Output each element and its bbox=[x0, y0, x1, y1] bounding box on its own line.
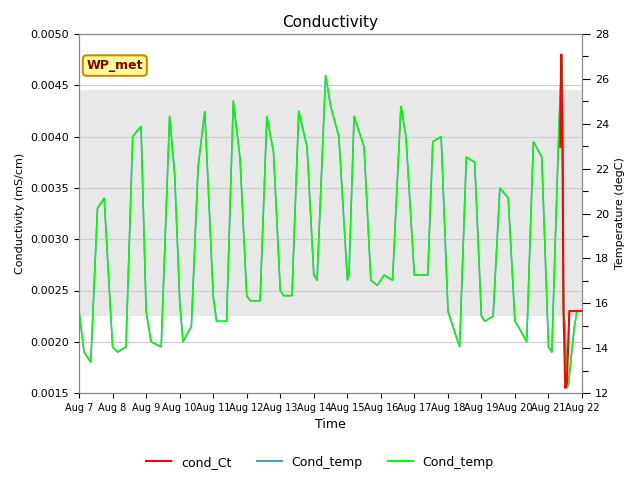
Y-axis label: Conductivity (mS/cm): Conductivity (mS/cm) bbox=[15, 153, 25, 274]
Title: Conductivity: Conductivity bbox=[282, 15, 378, 30]
Legend: cond_Ct, Cond_temp, Cond_temp: cond_Ct, Cond_temp, Cond_temp bbox=[141, 451, 499, 474]
Y-axis label: Temperature (degC): Temperature (degC) bbox=[615, 157, 625, 269]
Text: WP_met: WP_met bbox=[86, 59, 143, 72]
X-axis label: Time: Time bbox=[315, 419, 346, 432]
Bar bbox=[79, 90, 582, 316]
